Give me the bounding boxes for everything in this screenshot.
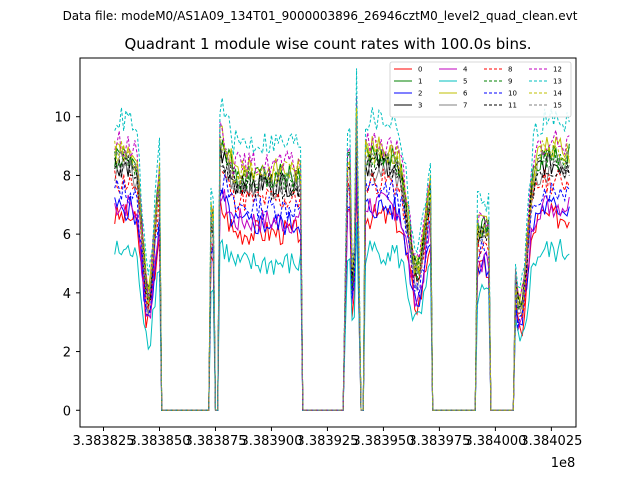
legend-label-11: 11 <box>508 102 517 110</box>
x-tick-label: 3.384000 <box>464 434 526 449</box>
y-tick-label: 8 <box>63 169 71 184</box>
plot-frame <box>79 57 577 428</box>
y-tick-label: 4 <box>63 287 71 302</box>
y-tick-label: 0 <box>63 404 71 419</box>
legend-label-0: 0 <box>418 66 422 74</box>
legend-label-12: 12 <box>553 66 562 74</box>
chart-title: Quadrant 1 module wise count rates with … <box>124 35 531 53</box>
y-tick-label: 10 <box>54 111 71 126</box>
series-line-15 <box>114 118 570 411</box>
suptitle: Data file: modeM0/AS1A09_134T01_90000038… <box>63 9 578 23</box>
x-tick-label: 3.383975 <box>408 434 470 449</box>
legend-label-13: 13 <box>553 78 562 86</box>
legend-label-8: 8 <box>508 66 512 74</box>
x-tick-label: 3.383950 <box>352 434 414 449</box>
x-tick-label: 3.383850 <box>128 434 190 449</box>
y-tick-label: 6 <box>63 228 71 243</box>
x-tick-label: 3.383900 <box>240 434 302 449</box>
legend-label-15: 15 <box>553 102 562 110</box>
legend-label-6: 6 <box>463 90 468 98</box>
legend-label-14: 14 <box>553 90 562 98</box>
legend-label-10: 10 <box>508 90 517 98</box>
legend-label-3: 3 <box>418 102 422 110</box>
plot-layer: 3.3838253.3838503.3838753.3839003.383925… <box>54 57 582 449</box>
legend-label-2: 2 <box>418 90 422 98</box>
x-tick-label: 3.383925 <box>296 434 358 449</box>
x-offset-label: 1e8 <box>551 456 576 471</box>
y-tick-label: 2 <box>63 346 71 361</box>
legend-box <box>389 61 572 118</box>
legend-label-7: 7 <box>463 102 467 110</box>
x-tick-label: 3.384025 <box>520 434 582 449</box>
legend-label-9: 9 <box>508 78 512 86</box>
legend-label-1: 1 <box>418 78 422 86</box>
x-tick-label: 3.383825 <box>72 434 134 449</box>
legend-label-4: 4 <box>463 66 468 74</box>
x-tick-label: 3.383875 <box>184 434 246 449</box>
legend-label-5: 5 <box>463 78 467 86</box>
